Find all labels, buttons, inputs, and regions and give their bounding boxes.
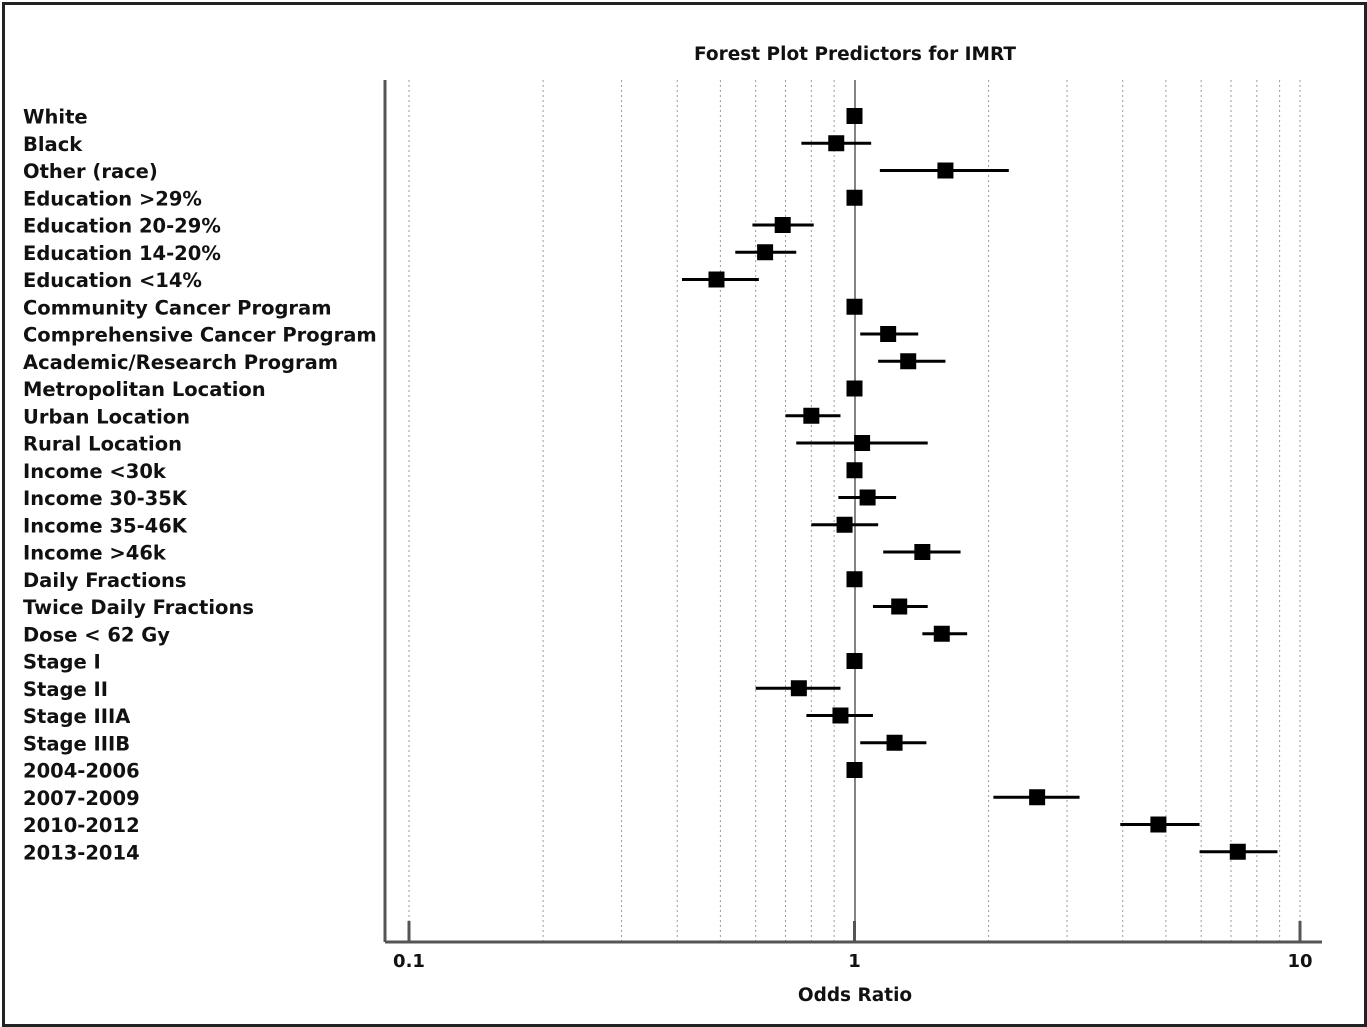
estimate-marker	[886, 734, 903, 751]
estimate-marker	[937, 162, 954, 179]
row-label: Education <14%	[23, 269, 202, 292]
estimate-marker	[803, 407, 820, 424]
row-label: White	[23, 106, 88, 129]
row-label: Education 20-29%	[23, 215, 221, 238]
row-label: 2013-2014	[23, 841, 140, 864]
y-axis-labels: White Black Other (race) Education >29% Educ…	[23, 106, 377, 865]
estimate-marker	[846, 762, 863, 778]
x-tick-label: 1	[848, 951, 861, 972]
estimate-marker	[914, 544, 931, 560]
estimate-marker	[880, 326, 897, 342]
estimate-marker	[846, 462, 863, 479]
row-label: Income >46k	[23, 542, 167, 565]
row-label: Twice Daily Fractions	[23, 596, 254, 619]
row-label: Black	[23, 133, 83, 156]
x-tick-label: 0.1	[393, 951, 425, 972]
estimate-marker	[891, 598, 908, 615]
row-label: Stage I	[23, 651, 101, 674]
gridlines	[408, 80, 1301, 942]
estimate-marker	[846, 298, 863, 315]
row-label: Dose < 62 Gy	[23, 623, 170, 646]
estimate-marker	[790, 680, 807, 697]
estimate-marker	[900, 353, 917, 370]
row-label: Urban Location	[23, 405, 190, 428]
estimate-marker	[1229, 843, 1246, 860]
row-label: Community Cancer Program	[23, 296, 332, 319]
row-label: 2004-2006	[23, 760, 140, 783]
estimate-marker	[757, 244, 774, 261]
estimate-marker	[836, 516, 853, 533]
estimate-marker	[1029, 789, 1046, 806]
estimate-marker	[846, 189, 863, 206]
row-label: Income 35-46K	[23, 514, 188, 537]
row-label: Education 14-20%	[23, 242, 221, 265]
x-axis-label: Odds Ratio	[798, 985, 912, 1006]
row-label: Stage IIIA	[23, 705, 130, 728]
row-label: Academic/Research Program	[23, 351, 338, 374]
row-label: Income 30-35K	[23, 487, 188, 510]
estimate-marker	[1150, 816, 1167, 833]
x-axis-ticks: 0.1 1 10	[393, 921, 1313, 972]
row-label: Stage II	[23, 678, 108, 701]
estimate-marker	[832, 707, 849, 724]
estimate-marker	[846, 380, 863, 397]
row-label: Stage IIIB	[23, 732, 130, 755]
estimate-marker	[708, 271, 725, 288]
row-label: Income <30k	[23, 460, 167, 483]
estimate-marker	[828, 135, 845, 152]
row-label: Education >29%	[23, 187, 202, 210]
row-label: Comprehensive Cancer Program	[23, 324, 377, 347]
estimate-marker	[854, 435, 871, 451]
estimates	[681, 108, 1278, 860]
row-label: Rural Location	[23, 433, 182, 456]
estimate-marker	[846, 653, 863, 669]
row-label: 2007-2009	[23, 787, 140, 810]
estimate-marker	[933, 625, 950, 642]
estimate-marker	[859, 489, 876, 506]
estimate-marker	[774, 217, 791, 233]
row-label: Other (race)	[23, 160, 158, 183]
row-label: Daily Fractions	[23, 569, 187, 592]
row-label: 2010-2012	[23, 814, 140, 837]
x-tick-label: 10	[1287, 951, 1312, 972]
row-label: Metropolitan Location	[23, 378, 266, 401]
chart-title: Forest Plot Predictors for IMRT	[694, 44, 1016, 65]
estimate-marker	[846, 571, 863, 588]
estimate-marker	[846, 108, 863, 124]
